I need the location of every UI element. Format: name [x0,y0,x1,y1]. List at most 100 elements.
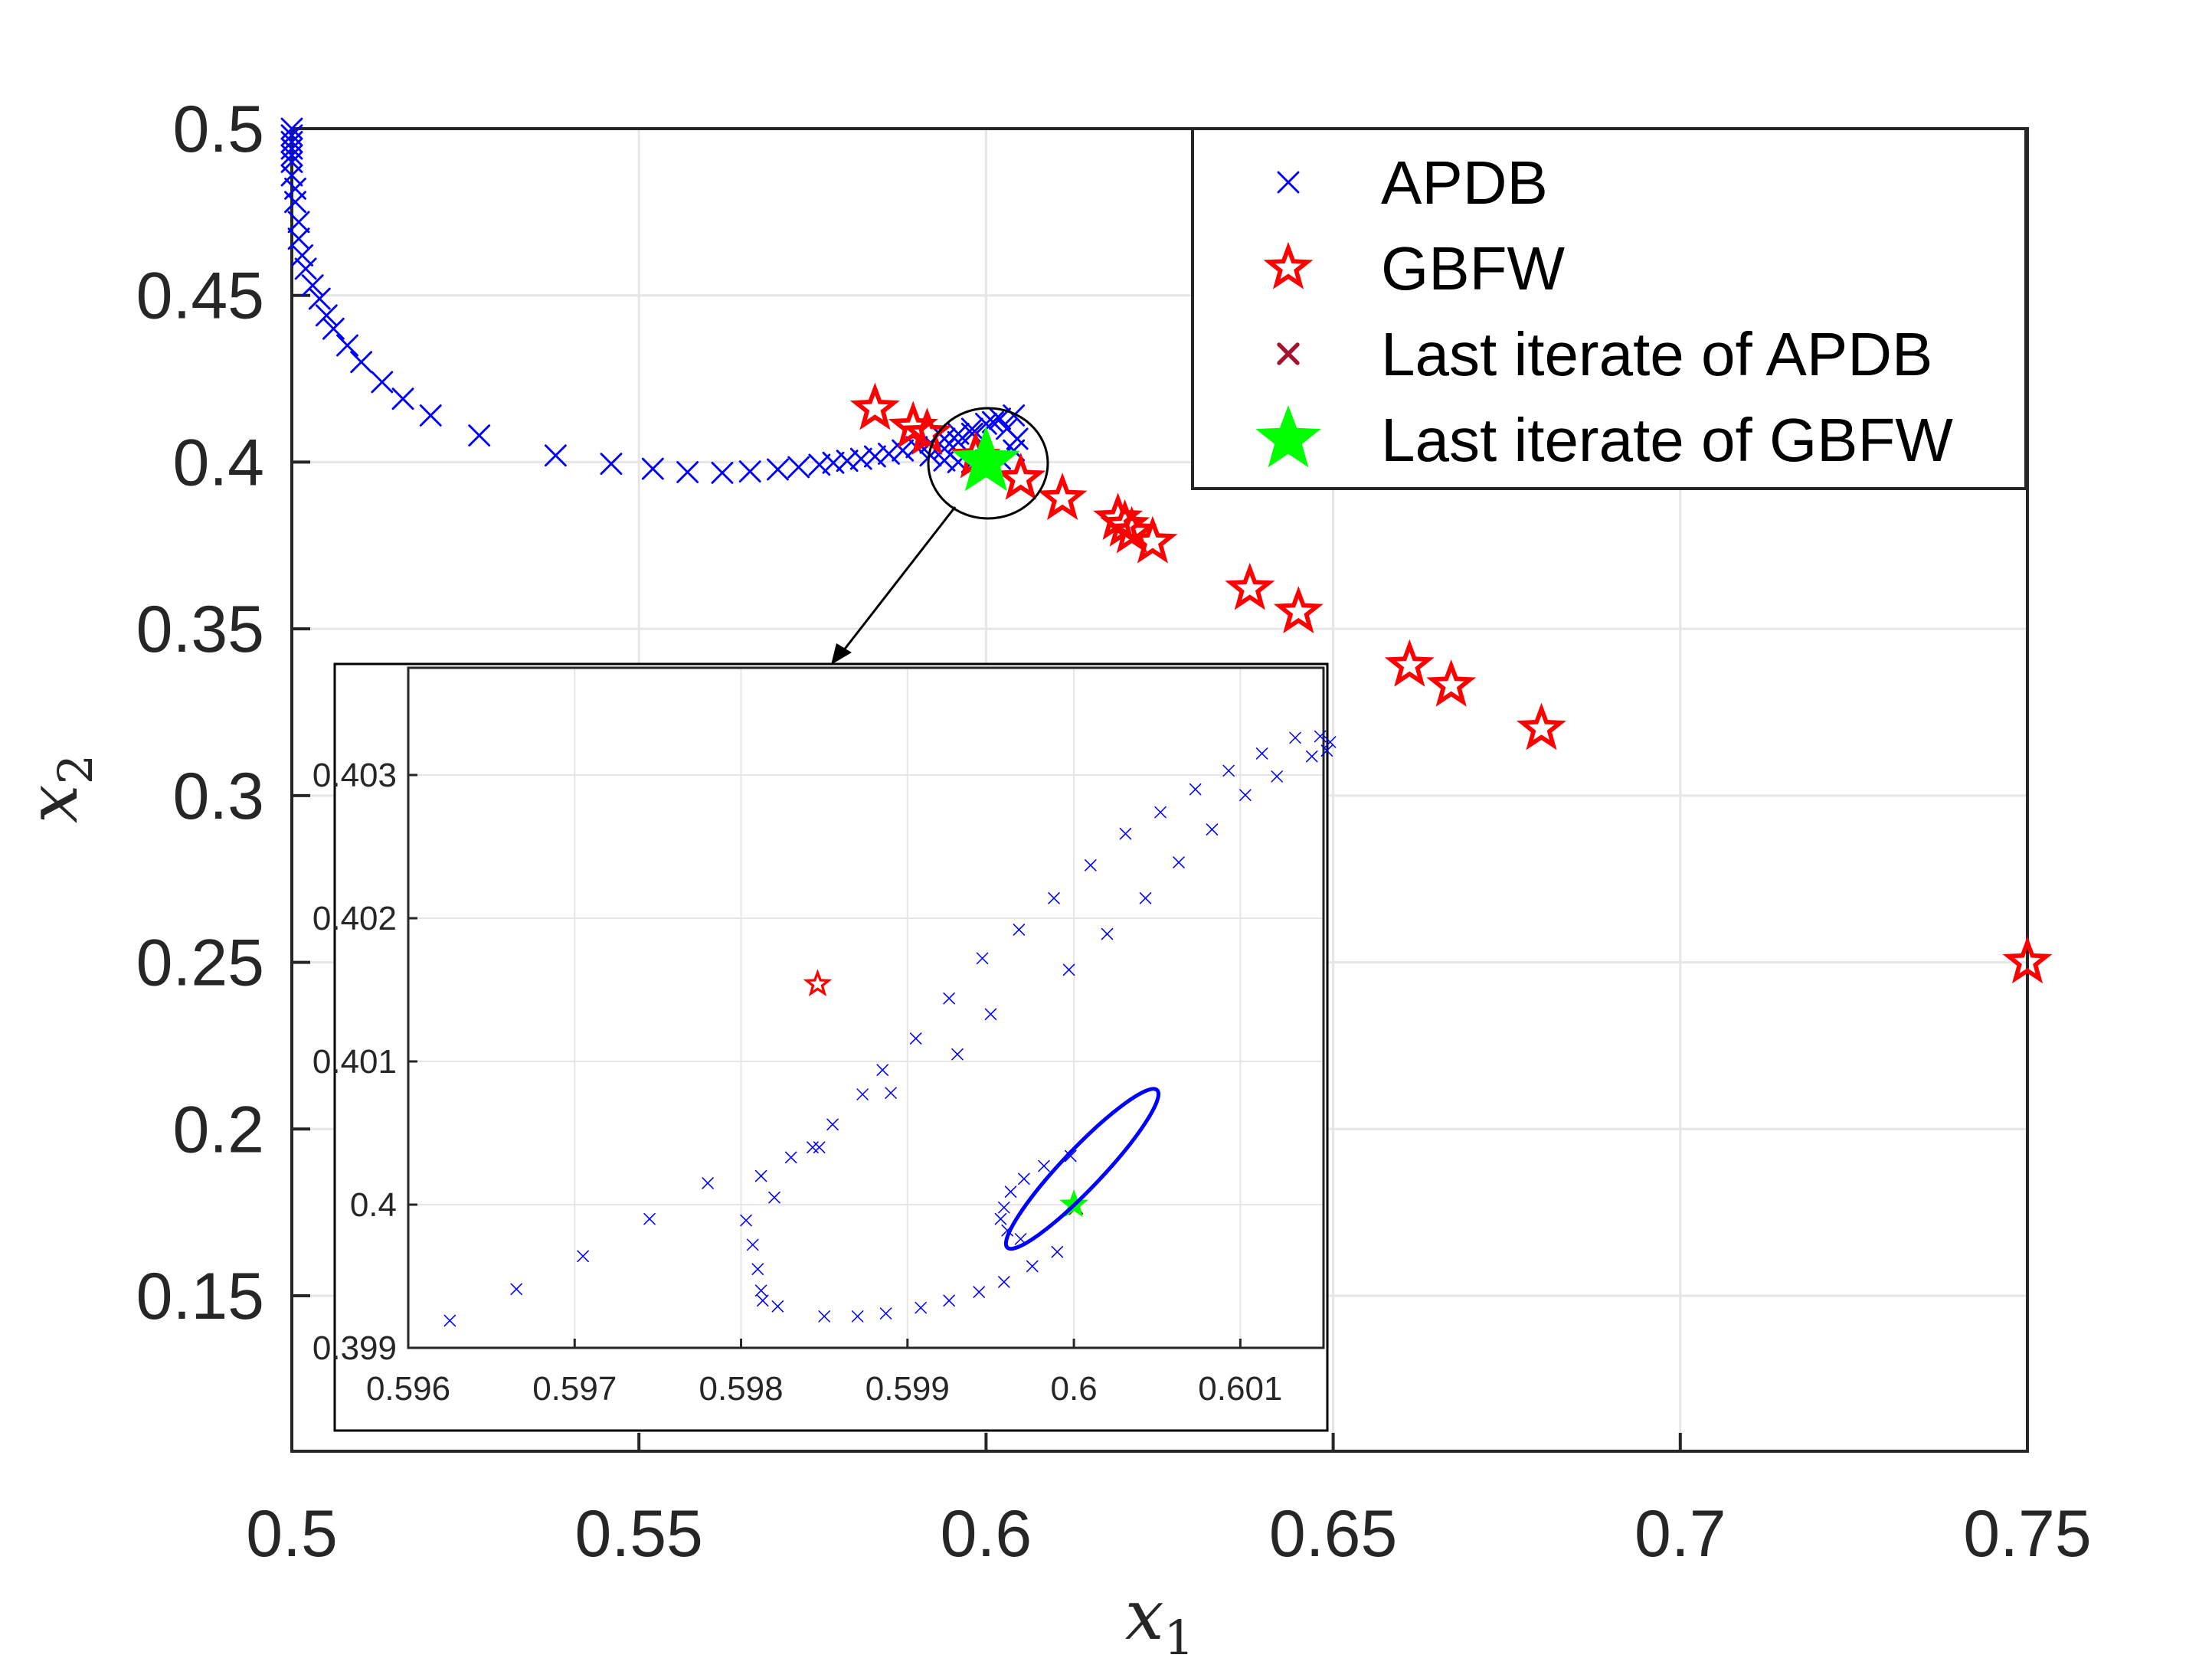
inset-data-point-stroke-b [1255,747,1268,760]
data-point-stroke-b [808,453,831,476]
data-point [989,407,1011,430]
inset-data-point [951,1048,964,1061]
inset-data-point [998,1276,1010,1288]
inset-data-point-stroke-b [1306,750,1318,763]
inset-data-point [856,1088,869,1100]
inset-data-point-stroke-b [909,1032,922,1045]
inset-data-point-stroke-b [943,1294,955,1307]
inset-data-point [984,1008,997,1021]
inset-data-point [1206,823,1219,836]
inset-data-point [771,1300,784,1313]
inset-data-point [702,1177,714,1189]
inset-data-point [1289,731,1301,744]
inset-y-tick-label: 0.399 [312,1329,397,1367]
series-last-iterate-of-gbfw [951,426,1020,492]
zoom-arrow [839,506,957,656]
inset-cycle-ellipse [1003,1087,1161,1251]
inset-data-point [876,1064,888,1076]
inset-data-point-stroke-b [851,1310,864,1323]
data-point-stroke-b [336,334,358,357]
data-point [391,388,414,410]
x-tick-label: 0.7 [1634,1497,1726,1571]
y-tick-label: 0.35 [136,593,264,666]
inset-data-point-stroke-b [754,1169,767,1182]
inset-data-point-stroke-b [1101,927,1114,940]
inset-data-point-stroke-b [1064,1149,1077,1163]
inset-plot-area [407,666,1325,1349]
data-point-stroke-b [863,445,886,468]
inset-data-point [826,1118,839,1131]
inset-data-point-stroke-b [757,1294,769,1307]
legend-box [1191,127,2027,490]
inset-data-point-stroke-b [1289,731,1301,744]
inset-data-point [1314,730,1327,743]
inset-data-point-stroke-b [1324,736,1337,748]
inset-data-point [1062,963,1075,976]
inset-y-tick-label: 0.403 [312,757,397,794]
legend-item: Last iterate of GBFW [1255,405,1953,474]
inset-data-point-stroke-b [1222,764,1235,777]
data-point-stroke-b [989,407,1011,430]
data-point-stroke-b [676,461,699,483]
inset-data-point [1004,1185,1017,1198]
data-point [711,461,734,484]
data-point-stroke-b [315,304,338,327]
data-point [676,461,699,483]
legend-item: APDB [1277,149,1548,217]
zoom-annotation [831,407,1049,665]
inset-data-point-stroke-b [976,952,989,965]
data-point [600,453,623,476]
inset-x-tick-label: 0.598 [699,1370,783,1408]
data-point [301,274,324,297]
inset-data-point [746,1238,759,1251]
data-point [291,244,314,267]
data-point [836,450,859,473]
inset-frame [333,662,1329,1432]
inset-data-point-stroke-b [943,992,955,1005]
inset-data-point-stroke-b [1026,1260,1039,1273]
zoom-arrowhead [831,643,852,665]
inset-data-point-stroke-b [1051,1245,1064,1258]
inset-data-point [1271,770,1283,783]
data-point-stroke-b [1003,404,1026,427]
legend-label: GBFW [1381,234,1565,302]
inset-data-point [443,1314,456,1327]
inset-data-point [740,1214,752,1227]
inset-data-point-stroke-b [1139,892,1152,904]
inset-y-tick-label: 0.401 [312,1043,397,1081]
data-point [767,458,789,481]
inset-data-point-stroke-b [751,1263,764,1275]
inset-data-point-stroke-b [1206,823,1219,836]
series-gbfw [849,382,2053,984]
data-point [1225,562,1275,610]
data-point [974,412,997,435]
data-point [996,417,1019,440]
inset-data-point [813,1141,826,1153]
inset-data-point [943,992,955,1005]
data-point-stroke-b [960,422,983,445]
inset-data-point-stroke-b [740,1214,752,1227]
inset-data-point-stroke-b [771,1300,784,1313]
inset-data-point-stroke-b [1004,1185,1017,1198]
inset-data-point-stroke-b [879,1307,892,1320]
data-point-stroke-b [391,388,414,410]
inset-data-point [1154,806,1167,819]
y-axis-label: x2 [13,754,103,823]
inset-data-point [1324,736,1337,748]
data-point [951,426,1020,492]
inset-data-point [943,1294,955,1307]
data-point-stroke-b [600,453,623,476]
data-point [738,460,761,483]
legend: APDB GBFW Last iterate of APDB Last iterate… [1191,127,2027,490]
data-point-stroke-b [767,458,789,481]
inset-data-marks [443,730,1337,1327]
y-tick-label: 0.45 [136,260,264,333]
data-point [933,449,956,472]
data-point [1093,492,1144,541]
inset-data-point [1255,747,1268,760]
inset-data-point-stroke-b [1271,770,1283,783]
inset-data-point [1013,924,1026,936]
data-point [315,304,338,327]
data-point [350,351,373,374]
legend-items: APDB GBFW Last iterate of APDB Last iterate… [1255,149,1953,474]
